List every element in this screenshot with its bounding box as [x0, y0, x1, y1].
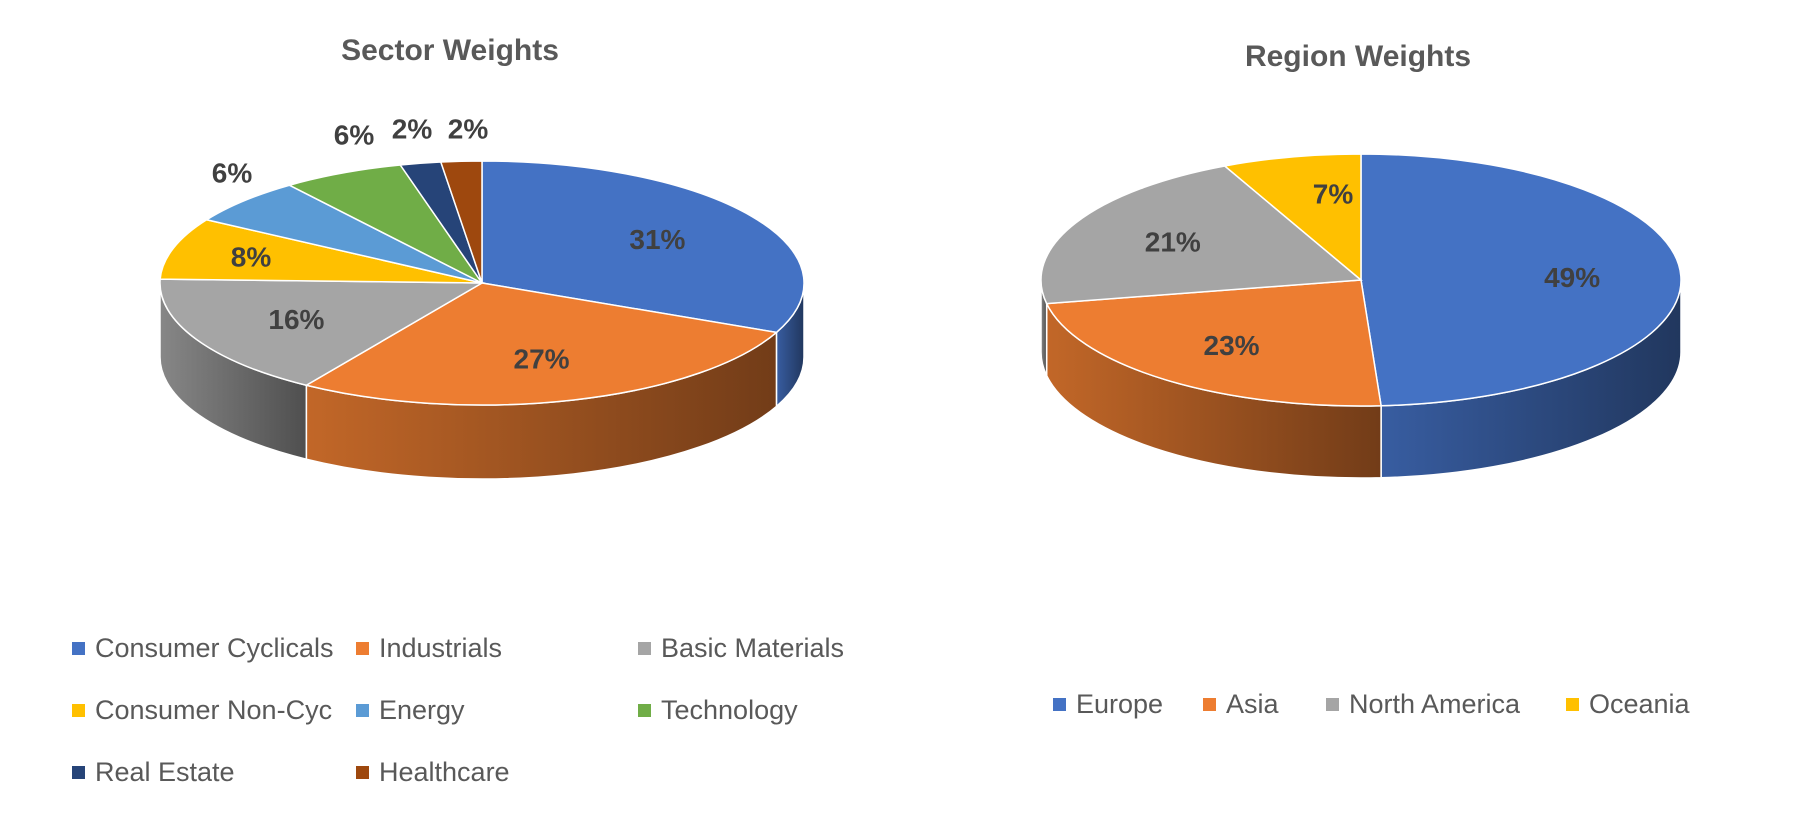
legend-item-europe: Europe — [1053, 689, 1163, 720]
pie-slice-consumer-cyclicals — [481, 160, 805, 334]
legend-swatch — [72, 704, 85, 717]
pie-slice-basic-materials — [159, 278, 485, 387]
legend-label: Consumer Non-Cyc — [95, 695, 333, 725]
pie-slice-healthcare — [439, 160, 483, 284]
legend-swatch — [1053, 698, 1066, 711]
legend-label: Basic Materials — [661, 633, 845, 663]
legend-label: North America — [1349, 689, 1521, 719]
pie-top-faces — [1040, 153, 1682, 407]
data-label-consumer-cyclicals: 31% — [629, 224, 685, 255]
pie-top-faces — [159, 160, 805, 406]
legend-label: Energy — [379, 695, 465, 725]
data-label-oceania: 7% — [1313, 179, 1354, 210]
pie-slice-north-america — [1040, 165, 1363, 305]
data-label-technology: 6% — [334, 120, 375, 151]
data-label-basic-materials: 16% — [268, 304, 324, 335]
data-label-energy: 6% — [212, 158, 253, 189]
legend-label: Oceania — [1589, 689, 1690, 719]
legend-item-energy: Energy — [356, 695, 465, 726]
legend-swatch — [356, 642, 369, 655]
legend-item-consumer-cyclicals: Consumer Cyclicals — [72, 633, 334, 664]
pie-slice-industrials — [304, 282, 779, 406]
pie-slice-asia — [1045, 279, 1382, 407]
chart-title: Region Weights — [1244, 40, 1472, 73]
legend-item-consumer-non-cyc: Consumer Non-Cyc — [72, 695, 332, 726]
legend-item-technology: Technology — [638, 695, 798, 726]
legend-item-asia: Asia — [1203, 689, 1279, 720]
sector-weights-chart: Sector Weights 31% 27% 16% 8% 6% 6% 2% 2% Consu… — [0, 0, 900, 818]
legend-swatch — [638, 642, 651, 655]
legend-label: Technology — [661, 695, 798, 725]
legend-swatch — [356, 704, 369, 717]
pie-side-walls — [159, 282, 805, 480]
legend-swatch — [1566, 698, 1579, 711]
chart-title: Sector Weights — [341, 34, 559, 67]
pie-slice-oceania — [1223, 153, 1362, 282]
legend-swatch — [356, 766, 369, 779]
legend-label: Europe — [1076, 689, 1164, 719]
data-label-real-estate: 2% — [392, 114, 433, 145]
legend-item-industrials: Industrials — [356, 633, 502, 664]
legend-swatch — [1326, 698, 1339, 711]
legend-label: Industrials — [379, 633, 503, 663]
data-label-healthcare: 2% — [448, 114, 489, 145]
pie-slice-energy — [204, 184, 483, 284]
legend-item-healthcare: Healthcare — [356, 757, 510, 788]
legend-item-real-estate: Real Estate — [72, 757, 235, 788]
data-label-europe: 49% — [1544, 262, 1600, 293]
legend-label: Healthcare — [379, 757, 510, 787]
legend-swatch — [72, 642, 85, 655]
legend-swatch — [638, 704, 651, 717]
sector-pie: 31% 27% 16% 8% 6% 6% 2% 2% — [159, 114, 805, 480]
legend-item-basic-materials: Basic Materials — [638, 633, 844, 664]
region-weights-chart: Region Weights 49% 23% 21% 7% Europe Asia Nor… — [900, 0, 1816, 818]
data-label-asia: 23% — [1204, 330, 1260, 361]
pie-slice-consumer-non-cyc — [159, 218, 483, 284]
pie-data-labels: 31% 27% 16% 8% 6% 6% 2% 2% — [212, 114, 686, 375]
region-pie: 49% 23% 21% 7% — [1040, 153, 1682, 479]
legend-item-oceania: Oceania — [1566, 689, 1690, 720]
legend-swatch — [1203, 698, 1216, 711]
legend-label: Real Estate — [95, 757, 235, 787]
pie-data-labels: 49% 23% 21% 7% — [1145, 179, 1600, 362]
data-label-consumer-non-cyc: 8% — [231, 242, 272, 273]
pie-slice-europe — [1360, 153, 1682, 407]
legend-label: Consumer Cyclicals — [95, 633, 334, 663]
pie-slice-technology — [287, 164, 483, 284]
data-label-industrials: 27% — [514, 344, 570, 375]
legend-swatch — [72, 766, 85, 779]
legend-item-north-america: North America — [1326, 689, 1520, 720]
data-label-north-america: 21% — [1145, 227, 1201, 258]
legend-label: Asia — [1226, 689, 1279, 719]
